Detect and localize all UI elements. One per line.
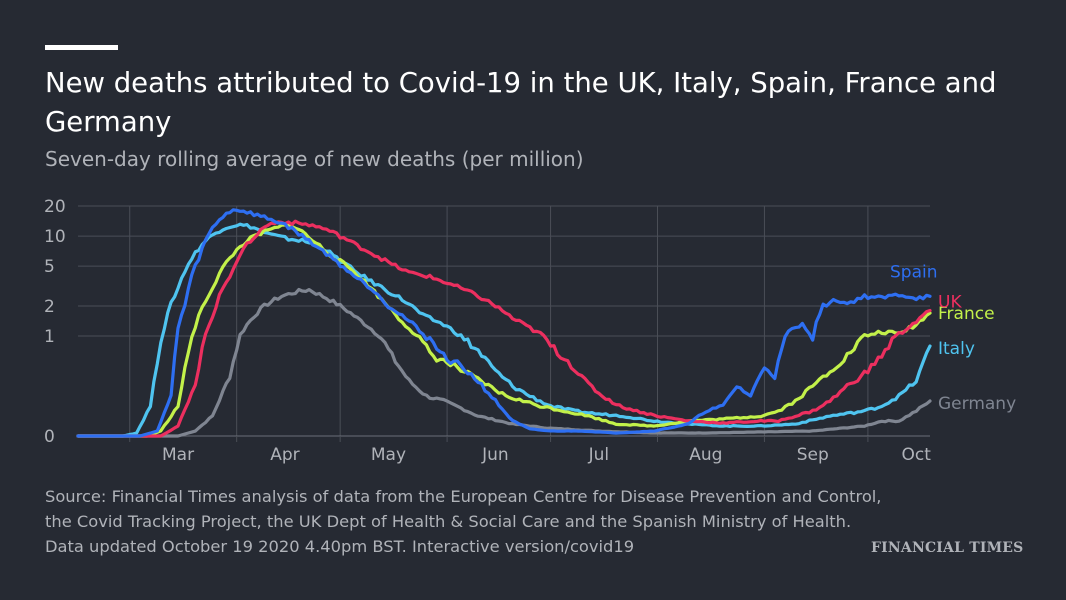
- series-label-uk: UK: [938, 293, 962, 313]
- x-tick-label: May: [371, 445, 406, 465]
- source-line: the Covid Tracking Project, the UK Dept …: [45, 512, 852, 531]
- grid: [78, 205, 930, 437]
- chart-title: New deaths attributed to Covid-19 in the…: [45, 67, 997, 138]
- series-line-france: [76, 223, 932, 438]
- series-lines: [76, 208, 932, 438]
- series-label-spain: Spain: [890, 262, 938, 282]
- y-tick-label: 2: [44, 297, 55, 317]
- x-axis: Mar Apr May Jun Jul Aug Sep Oct: [129, 436, 931, 465]
- y-tick-label: 1: [44, 327, 55, 347]
- x-tick-label: Jul: [588, 445, 610, 465]
- source-line: Data updated October 19 2020 4.40pm BST.…: [45, 537, 635, 556]
- y-tick-label: 5: [44, 257, 55, 277]
- series-line-italy: [76, 222, 932, 438]
- x-tick-label: Aug: [689, 445, 722, 465]
- x-tick-label: Mar: [162, 445, 194, 465]
- y-tick-label: 0: [44, 427, 55, 447]
- series-label-italy: Italy: [938, 339, 975, 359]
- y-tick-label: 20: [44, 197, 66, 217]
- series-line-uk: [76, 219, 932, 438]
- x-tick-label: Sep: [797, 445, 829, 465]
- ft-logo: FINANCIAL TIMES: [871, 540, 1024, 556]
- accent-bar: [45, 45, 118, 50]
- series-label-france: France: [938, 304, 995, 324]
- source-note: Source: Financial Times analysis of data…: [45, 484, 1005, 559]
- source-line: Source: Financial Times analysis of data…: [45, 487, 882, 506]
- y-axis: 0 1 2 5 10 20: [44, 197, 66, 447]
- x-tick-label: Apr: [270, 445, 299, 465]
- y-tick-label: 10: [44, 227, 66, 247]
- x-tick-label: Oct: [901, 445, 931, 465]
- x-tick-label: Jun: [481, 445, 509, 465]
- chart-subtitle: Seven-day rolling average of new deaths …: [45, 147, 584, 171]
- series-line-germany: [76, 287, 932, 438]
- series-line-spain: [76, 208, 932, 438]
- series-label-germany: Germany: [938, 394, 1016, 414]
